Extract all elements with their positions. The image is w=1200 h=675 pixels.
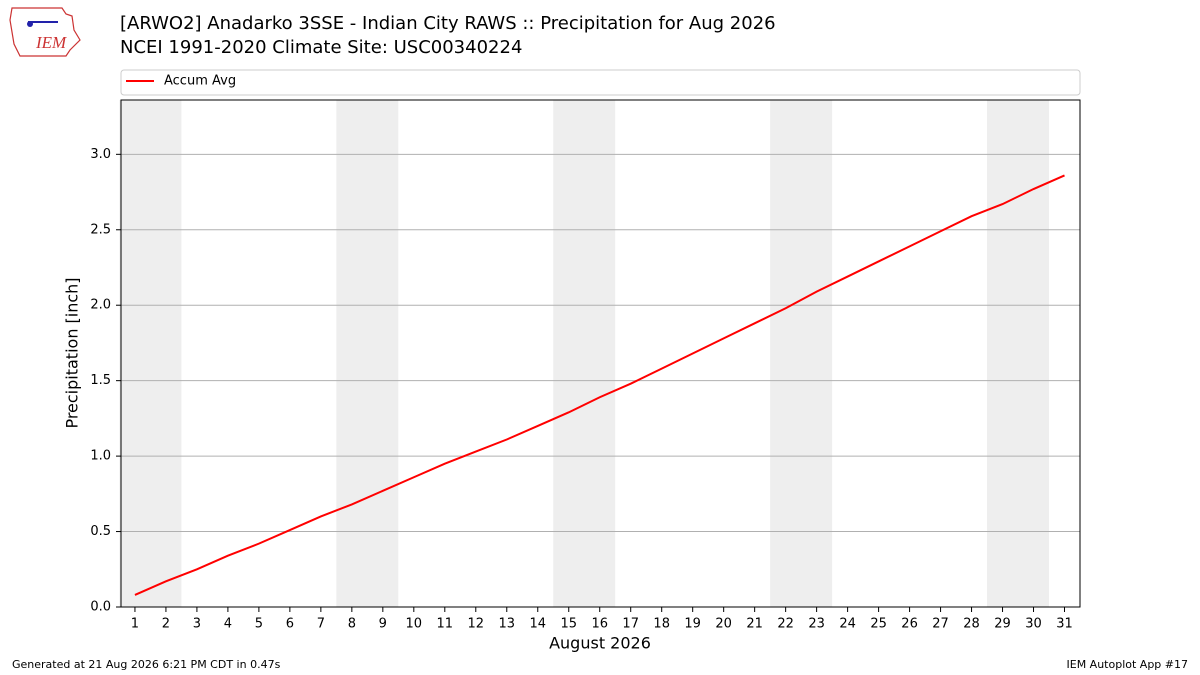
x-tick-label: 21 [746,617,763,632]
footer-left: Generated at 21 Aug 2026 6:21 PM CDT in … [12,658,281,671]
logo-dot [27,21,33,27]
x-tick-label: 17 [622,617,639,632]
x-tick-label: 22 [777,617,794,632]
x-axis-label: August 2026 [549,634,651,653]
y-tick-label: 0.0 [90,600,111,615]
x-tick-label: 19 [684,617,701,632]
x-tick-label: 7 [317,617,325,632]
x-tick-label: 2 [162,617,170,632]
x-tick-label: 29 [994,617,1011,632]
x-tick-label: 1 [131,617,139,632]
x-tick-label: 9 [379,617,387,632]
x-tick-label: 13 [498,617,515,632]
x-tick-label: 10 [406,617,423,632]
y-tick-label: 3.0 [90,147,111,162]
x-tick-label: 30 [1025,617,1042,632]
x-tick-label: 16 [591,617,608,632]
x-tick-label: 20 [715,617,732,632]
logo-outline [9,7,81,57]
x-tick-label: 24 [839,617,856,632]
x-tick-label: 23 [808,617,825,632]
logo: IEM [9,7,81,57]
y-tick-label: 2.0 [90,298,111,313]
weekend-shade [336,100,399,607]
x-tick-label: 31 [1056,617,1073,632]
logo-text: IEM [35,33,67,52]
y-axis-label: Precipitation [inch] [63,277,82,428]
legend-label: Accum Avg [164,74,236,89]
weekend-shade [553,100,616,607]
legend-box [120,69,1081,96]
x-tick-label: 4 [224,617,232,632]
chart-subtitle: NCEI 1991-2020 Climate Site: USC00340224 [120,37,522,58]
x-tick-label: 8 [348,617,356,632]
x-tick-label: 28 [963,617,980,632]
data-line [134,174,1065,596]
y-tick-label: 0.5 [90,524,111,539]
weekend-shade [119,100,182,607]
chart-title: [ARWO2] Anadarko 3SSE - Indian City RAWS… [120,13,776,34]
y-tick-label: 1.0 [90,449,111,464]
plot-frame [120,99,1081,608]
x-tick-label: 5 [255,617,263,632]
x-tick-label: 15 [560,617,577,632]
x-tick-label: 3 [193,617,201,632]
footer-right: IEM Autoplot App #17 [1067,658,1189,671]
weekend-shade [987,100,1050,607]
weekend-shade [770,100,833,607]
x-tick-label: 6 [286,617,294,632]
x-tick-label: 12 [468,617,485,632]
x-tick-label: 14 [529,617,546,632]
x-tick-label: 25 [870,617,887,632]
x-tick-label: 18 [653,617,670,632]
x-tick-label: 27 [932,617,949,632]
y-tick-label: 2.5 [90,222,111,237]
y-tick-label: 1.5 [90,373,111,388]
x-tick-label: 11 [437,617,454,632]
x-tick-label: 26 [901,617,918,632]
